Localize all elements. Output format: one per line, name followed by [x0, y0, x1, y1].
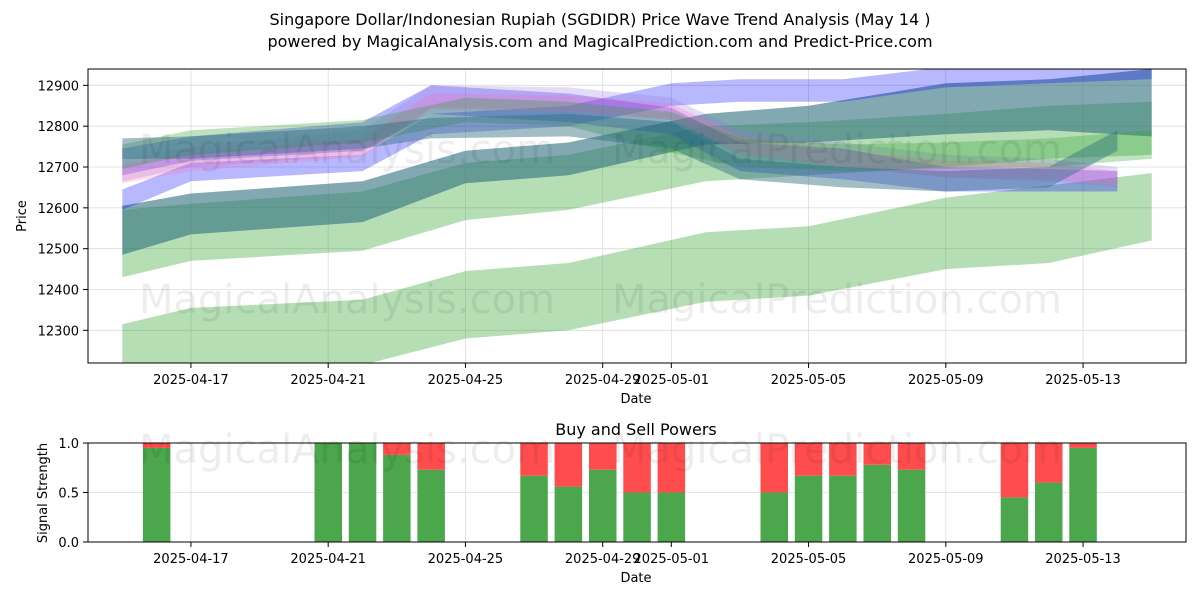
- price-x-ticks: 2025-04-17 2025-04-21 2025-04-25 2025-04-29…: [153, 363, 1121, 388]
- buy-power-bar: [760, 492, 788, 542]
- buy-power-bar: [1069, 447, 1097, 542]
- sell-power-bar: [383, 443, 411, 455]
- price-wave-band-5: [122, 85, 1118, 192]
- buy-power-bar: [897, 469, 926, 542]
- sell-power-bar: [1035, 443, 1063, 483]
- price-wave-band-1: [122, 173, 1152, 363]
- price-wave-band-7: [122, 93, 1118, 186]
- buy-power-bar: [348, 443, 377, 542]
- price-x-tick-label: 2025-05-13: [1045, 373, 1121, 388]
- signal-x-axis-label: Date: [620, 571, 651, 586]
- signal-y-tick-label: 1.0: [58, 437, 79, 452]
- sell-power-bar: [897, 443, 926, 470]
- buy-power-bar: [794, 475, 823, 542]
- sell-power-bar: [657, 443, 686, 493]
- price-panel: MagicalAnalysis.com MagicalPrediction.co…: [15, 68, 1187, 407]
- sell-power-bar: [829, 443, 857, 476]
- price-wave-band-8: [122, 97, 1152, 172]
- sell-power-bar: [760, 443, 788, 493]
- signal-x-tick-label: 2025-04-17: [153, 552, 229, 567]
- signal-x-tick-label: 2025-05-13: [1045, 552, 1121, 567]
- price-x-tick-label: 2025-05-09: [908, 373, 984, 388]
- price-plot-frame: [87, 68, 1187, 364]
- buy-power-bar: [1035, 482, 1063, 542]
- sell-power-bar: [589, 443, 617, 470]
- sell-power-bar: [1000, 443, 1029, 498]
- watermark-prediction-mid: MagicalPrediction.com: [612, 277, 1062, 323]
- signal-x-tick-label: 2025-05-09: [908, 552, 984, 567]
- watermark-analysis-bottom: MagicalAnalysis.com: [139, 427, 555, 473]
- signal-panel: Buy and Sell Powers MagicalAnalysis.com …: [36, 420, 1187, 586]
- price-y-ticks: 12300 12400 12500 12600 12700 12800 12900: [38, 79, 88, 339]
- sell-power-bar: [623, 443, 651, 493]
- chart-title-line2: powered by MagicalAnalysis.com and Magic…: [267, 32, 932, 51]
- signal-x-tick-label: 2025-04-21: [290, 552, 366, 567]
- price-y-axis-label: Price: [15, 200, 30, 232]
- signal-x-tick-label: 2025-04-29: [565, 552, 641, 567]
- watermark-analysis-top: MagicalAnalysis.com: [139, 127, 555, 173]
- signal-x-ticks: 2025-04-17 2025-04-21 2025-04-25 2025-04-29…: [153, 542, 1121, 567]
- signal-x-tick-label: 2025-05-05: [771, 552, 847, 567]
- sell-power-bar: [1069, 443, 1097, 448]
- price-x-axis-label: Date: [620, 392, 651, 407]
- price-x-tick-label: 2025-05-01: [634, 373, 710, 388]
- price-y-tick-label: 12900: [38, 79, 79, 94]
- signal-y-axis-label: Signal Strength: [36, 443, 51, 543]
- price-y-tick-label: 12500: [38, 243, 79, 258]
- buy-power-bar: [142, 447, 171, 542]
- buy-power-bar: [829, 475, 857, 542]
- watermark-analysis-mid: MagicalAnalysis.com: [139, 277, 555, 323]
- price-x-tick-label: 2025-04-17: [153, 373, 229, 388]
- buy-power-bar: [314, 443, 342, 542]
- price-wave-band-4: [122, 69, 1152, 210]
- signal-bars: [142, 443, 1097, 542]
- buy-power-bar: [1000, 497, 1029, 542]
- buy-power-bar: [657, 492, 686, 542]
- price-x-tick-label: 2025-04-21: [290, 373, 366, 388]
- buy-power-bar: [520, 475, 548, 542]
- chart-title-line1: Singapore Dollar/Indonesian Rupiah (SGDI…: [269, 10, 930, 29]
- price-y-tick-label: 12400: [38, 284, 79, 299]
- signal-y-tick-label: 0.0: [58, 536, 79, 551]
- buy-power-bar: [589, 469, 617, 542]
- sell-power-bar: [794, 443, 823, 476]
- sell-power-bar: [142, 443, 171, 448]
- watermark-prediction-bottom: MagicalPrediction.com: [612, 427, 1062, 473]
- price-x-tick-label: 2025-04-29: [565, 373, 641, 388]
- price-y-tick-label: 12800: [38, 120, 79, 135]
- sell-power-bar: [520, 443, 548, 476]
- price-y-tick-label: 12600: [38, 202, 79, 217]
- sell-power-bar: [417, 443, 445, 470]
- price-wave-band-3: [122, 69, 1152, 255]
- signal-y-ticks: 0.0 0.5 1.0: [58, 437, 88, 551]
- price-y-tick-label: 12700: [38, 161, 79, 176]
- price-wave-band-2: [122, 101, 1152, 278]
- buy-power-bar: [863, 464, 891, 542]
- sell-power-bar: [554, 443, 583, 487]
- price-wave-band-9: [122, 113, 1118, 192]
- signal-x-tick-label: 2025-04-25: [428, 552, 504, 567]
- signal-x-tick-label: 2025-05-01: [634, 552, 710, 567]
- price-x-tick-label: 2025-05-05: [771, 373, 847, 388]
- sell-power-bar: [863, 443, 891, 465]
- watermark-prediction-top: MagicalPrediction.com: [612, 127, 1062, 173]
- price-x-tick-label: 2025-04-25: [428, 373, 504, 388]
- buy-power-bar: [417, 469, 445, 542]
- signal-y-tick-label: 0.5: [58, 487, 79, 502]
- price-wave-band-6: [122, 85, 1118, 188]
- buy-power-bar: [623, 492, 651, 542]
- price-bands: [122, 69, 1152, 363]
- buy-power-bar: [383, 454, 411, 542]
- buy-power-bar: [554, 486, 583, 542]
- signal-chart-title: Buy and Sell Powers: [555, 420, 717, 439]
- price-y-tick-label: 12300: [38, 324, 79, 339]
